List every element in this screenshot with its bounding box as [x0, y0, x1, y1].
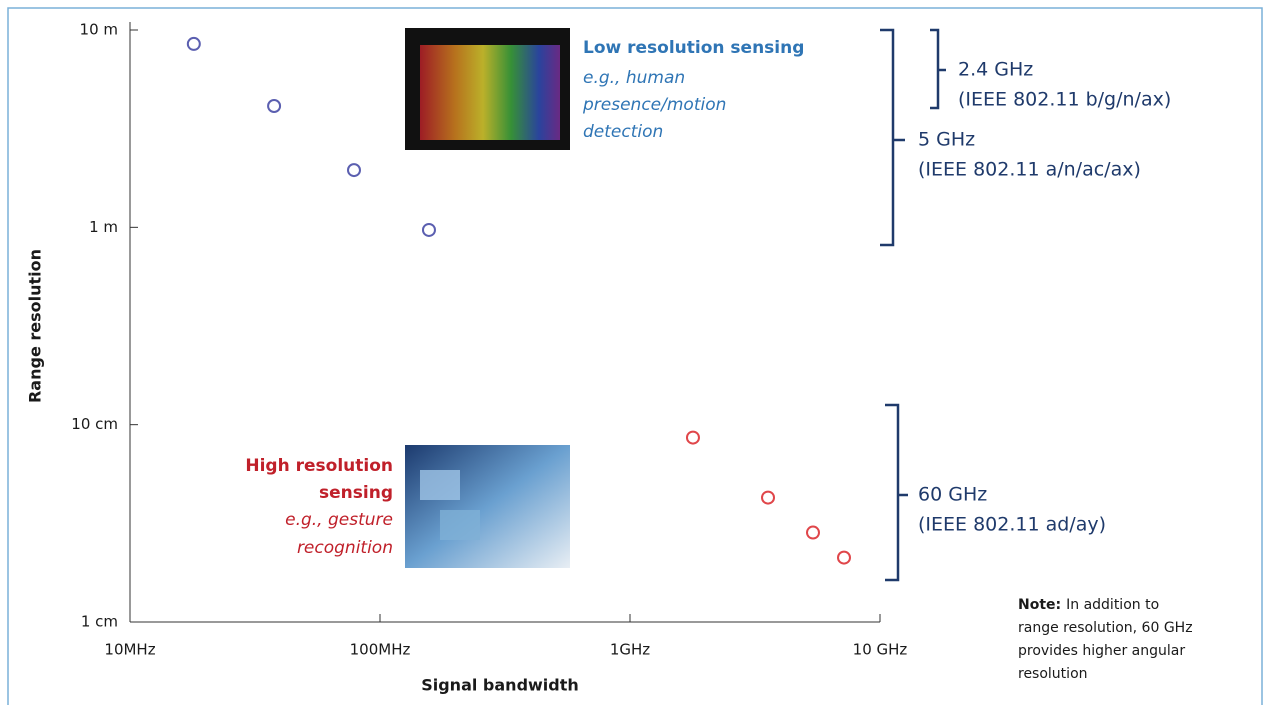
y-tick-label: 10 m — [80, 21, 118, 39]
x-tick-label: 100MHz — [350, 641, 411, 659]
band-label: 60 GHz — [918, 484, 987, 506]
series-label: Low resolution sensing — [583, 38, 804, 58]
y-tick-label: 10 cm — [71, 415, 118, 433]
x-tick-label: 1GHz — [610, 641, 650, 659]
point — [268, 100, 280, 112]
note: Note: In addition to — [1018, 597, 1159, 613]
point — [348, 164, 360, 176]
band-label: (IEEE 802.11 a/n/ac/ax) — [918, 159, 1141, 181]
chart: Signal bandwidth Range resolution 10MHz 1… — [0, 0, 1270, 705]
band-label: (IEEE 802.11 ad/ay) — [918, 514, 1106, 536]
point — [687, 432, 699, 444]
note: range resolution, 60 GHz — [1018, 620, 1193, 636]
note: resolution — [1018, 666, 1088, 682]
x-tick-label: 10MHz — [104, 641, 155, 659]
x-tick-label: 10 GHz — [853, 641, 908, 659]
y-tick-label: 1 m — [89, 218, 118, 236]
note: provides higher angular — [1018, 643, 1185, 659]
series-description: e.g., human — [583, 68, 685, 88]
y-axis-title: Range resolution — [26, 249, 45, 403]
series-description: recognition — [297, 538, 393, 558]
bracket — [880, 30, 905, 245]
note-label: Note: — [1018, 597, 1061, 613]
series-description: detection — [583, 122, 663, 142]
series-label: High resolution — [245, 456, 393, 476]
point — [188, 38, 200, 50]
bracket — [885, 405, 908, 580]
point — [423, 224, 435, 236]
image-high — [405, 445, 570, 568]
note-text: In addition to — [1066, 597, 1159, 613]
band-label: 2.4 GHz — [958, 59, 1033, 81]
image-low — [405, 28, 570, 150]
band-label: 5 GHz — [918, 129, 975, 151]
bracket — [930, 30, 946, 108]
point — [807, 527, 819, 539]
y-tick-label: 1 cm — [81, 613, 118, 631]
point — [762, 492, 774, 504]
point — [838, 552, 850, 564]
x-axis-title: Signal bandwidth — [421, 676, 579, 695]
series-description: presence/motion — [582, 95, 726, 115]
series-label: sensing — [319, 483, 393, 503]
band-label: (IEEE 802.11 b/g/n/ax) — [958, 89, 1171, 111]
series-description: e.g., gesture — [285, 510, 393, 530]
